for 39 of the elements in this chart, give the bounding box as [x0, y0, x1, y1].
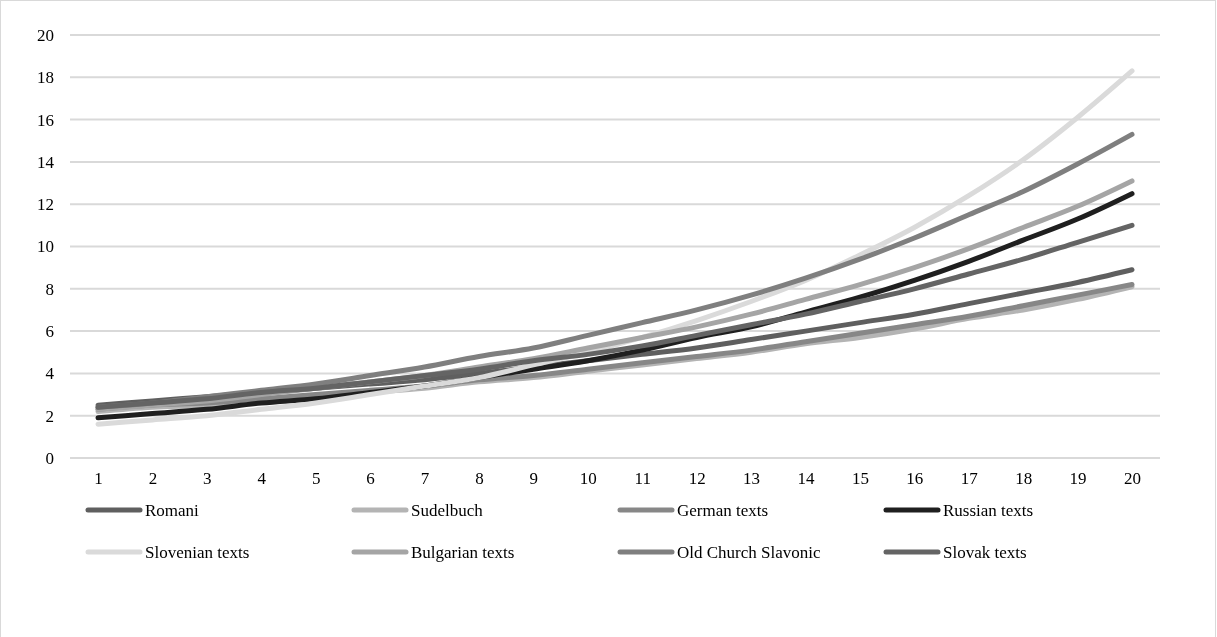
y-tick-label: 16: [37, 110, 54, 130]
legend-label: Slovak texts: [943, 542, 1027, 562]
legend-label: Russian texts: [943, 500, 1034, 520]
legend-label: Slovenian texts: [145, 542, 250, 562]
x-tick-label: 15: [851, 469, 869, 489]
x-tick-label: 10: [579, 469, 597, 489]
x-tick-label: 8: [475, 469, 484, 489]
y-tick-label: 4: [45, 364, 55, 384]
legend-label: Romani: [145, 500, 200, 520]
x-tick-label: 17: [960, 469, 979, 489]
legend-label: Sudelbuch: [411, 500, 484, 520]
y-tick-label: 2: [45, 406, 54, 426]
x-tick-label: 5: [311, 469, 321, 489]
x-tick-label: 7: [420, 469, 430, 489]
y-tick-label: 6: [45, 322, 54, 342]
x-tick-label: 14: [797, 469, 815, 489]
y-tick-label: 20: [37, 25, 54, 45]
x-tick-label: 12: [688, 469, 706, 489]
y-tick-label: 8: [45, 279, 54, 299]
x-tick-label: 3: [203, 469, 212, 489]
x-tick-label: 16: [906, 469, 924, 489]
x-tick-label: 13: [743, 469, 761, 489]
x-tick-label: 1: [94, 469, 103, 489]
x-tick-label: 9: [529, 469, 539, 489]
legend-label: Old Church Slavonic: [677, 542, 821, 562]
y-tick-label: 18: [37, 68, 54, 88]
x-tick-label: 4: [257, 469, 267, 489]
legend-label: German texts: [677, 500, 769, 520]
x-tick-label: 18: [1015, 469, 1033, 489]
y-tick-label: 0: [45, 448, 54, 468]
x-tick-label: 19: [1069, 469, 1087, 489]
y-tick-label: 14: [37, 152, 55, 172]
x-tick-label: 6: [366, 469, 375, 489]
x-tick-label: 11: [634, 469, 651, 489]
x-tick-label: 2: [148, 469, 158, 489]
x-tick-label: 20: [1124, 469, 1141, 489]
y-tick-label: 12: [37, 195, 54, 215]
legend-label: Bulgarian texts: [411, 542, 515, 562]
y-tick-label: 10: [37, 237, 54, 257]
